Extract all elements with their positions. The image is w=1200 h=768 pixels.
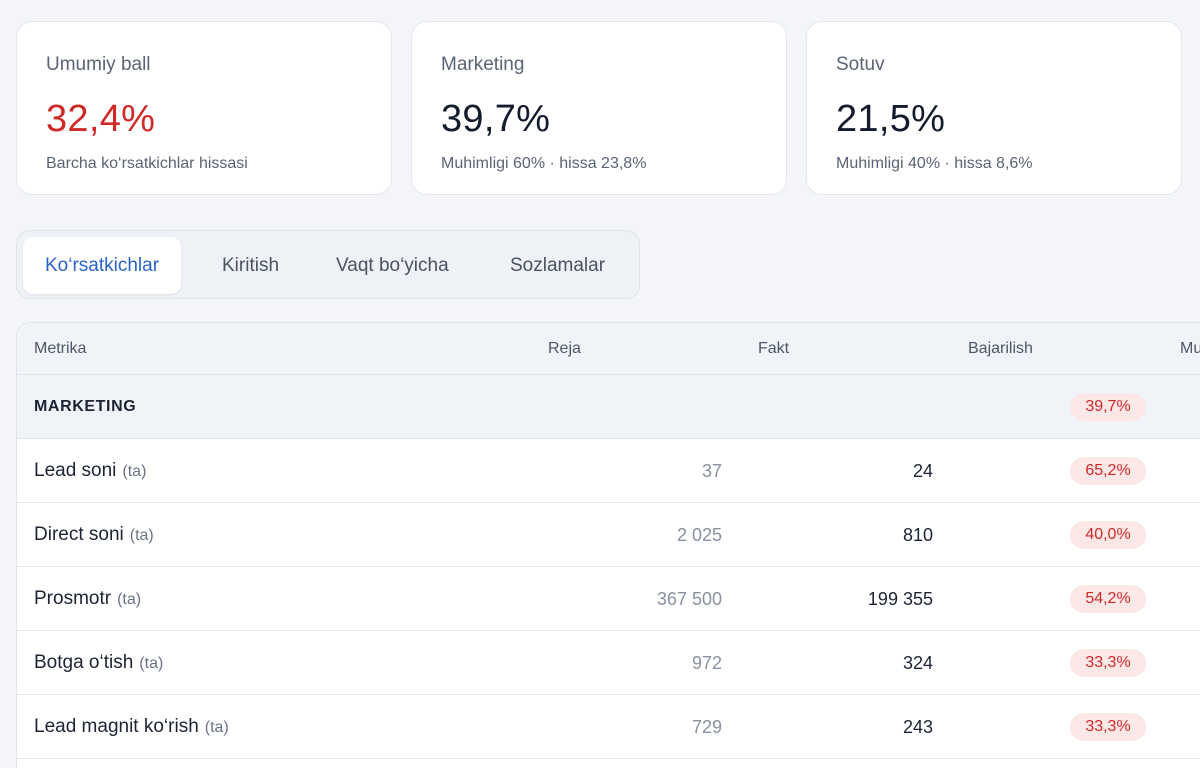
column-header-plan[interactable]: Reja [548,340,581,357]
column-header-extra[interactable]: Mu [1180,340,1200,357]
card-subtitle: Barcha ko‘rsatkichlar hissasi [46,155,248,172]
column-header-metric[interactable]: Metrika [34,340,87,357]
tab-settings[interactable]: Sozlamalar [510,255,606,276]
plan-value: 2 025 [676,525,722,545]
column-header-fact[interactable]: Fakt [758,340,790,357]
metrics-table: Metrika Reja Fakt Bajarilish Mu MARKETIN… [16,322,1200,768]
metric-label: Botga o‘tish [34,652,134,673]
summary-card-overall: Umumiy ball 32,4% Barcha ko‘rsatkichlar … [16,21,392,195]
tab-input[interactable]: Kiritish [222,255,280,276]
tab-by-time[interactable]: Vaqt bo‘yicha [336,255,449,276]
metric-label: Lead magnit ko‘rish [34,716,199,737]
metric-unit: (ta) [117,591,142,608]
metric-unit: (ta) [129,527,154,544]
card-label: Umumiy ball [46,54,151,75]
metric-unit: (ta) [122,463,147,480]
table-row[interactable]: Lead soni (ta) 37 24 65,2% [17,439,1200,503]
completion-badge: 65,2% [1070,457,1146,485]
plan-value: 367 500 [656,589,722,609]
fact-value: 243 [902,717,933,737]
card-value: 32,4% [46,98,156,140]
card-label: Marketing [441,54,525,75]
fact-value: 810 [902,525,933,545]
plan-value: 37 [701,461,722,481]
card-value: 21,5% [836,98,946,140]
completion-badge: 39,7% [1070,393,1146,421]
card-value: 39,7% [441,98,551,140]
metric-unit: (ta) [204,719,229,736]
metric-label: Lead soni [34,460,117,481]
plan-value: 972 [691,653,722,673]
group-row-marketing[interactable]: MARKETING 39,7% [17,375,1200,439]
metric-name: Lead soni (ta) [34,460,146,482]
metric-label: Direct soni [34,524,124,545]
table-row[interactable]: Botga o‘tish (ta) 972 324 33,3% [17,631,1200,695]
table-row[interactable]: Prosmotr (ta) 367 500 199 355 54,2% [17,567,1200,631]
summary-card-marketing: Marketing 39,7% Muhimligi 60% · hissa 23… [411,21,787,195]
completion-badge: 40,0% [1070,521,1146,549]
tab-indicators[interactable]: Ko‘rsatkichlar [23,237,182,294]
table-row[interactable]: Lead magnit ko‘rish (ta) 729 243 33,3% [17,695,1200,759]
metric-name: Prosmotr (ta) [34,588,141,610]
summary-card-sales: Sotuv 21,5% Muhimligi 40% · hissa 8,6% [806,21,1182,195]
metric-label: Prosmotr [34,588,112,609]
group-name: MARKETING [34,398,137,415]
fact-value: 324 [902,653,933,673]
plan-value: 729 [691,717,722,737]
tab-bar: Ko‘rsatkichlar Kiritish Vaqt bo‘yicha So… [16,230,640,299]
card-subtitle: Muhimligi 60% · hissa 23,8% [441,155,647,172]
card-label: Sotuv [836,54,885,75]
column-header-completion[interactable]: Bajarilish [968,340,1033,357]
metric-unit: (ta) [139,655,164,672]
completion-badge: 54,2% [1070,585,1146,613]
card-subtitle: Muhimligi 40% · hissa 8,6% [836,155,1033,172]
metric-name: Botga o‘tish (ta) [34,652,163,674]
fact-value: 199 355 [867,589,933,609]
fact-value: 24 [912,461,933,481]
table-header: Metrika Reja Fakt Bajarilish Mu [17,323,1200,375]
metric-name: Direct soni (ta) [34,524,154,546]
completion-badge: 33,3% [1070,713,1146,741]
table-row[interactable]: Direct soni (ta) 2 025 810 40,0% [17,503,1200,567]
metric-name: Lead magnit ko‘rish (ta) [34,716,229,738]
completion-badge: 33,3% [1070,649,1146,677]
